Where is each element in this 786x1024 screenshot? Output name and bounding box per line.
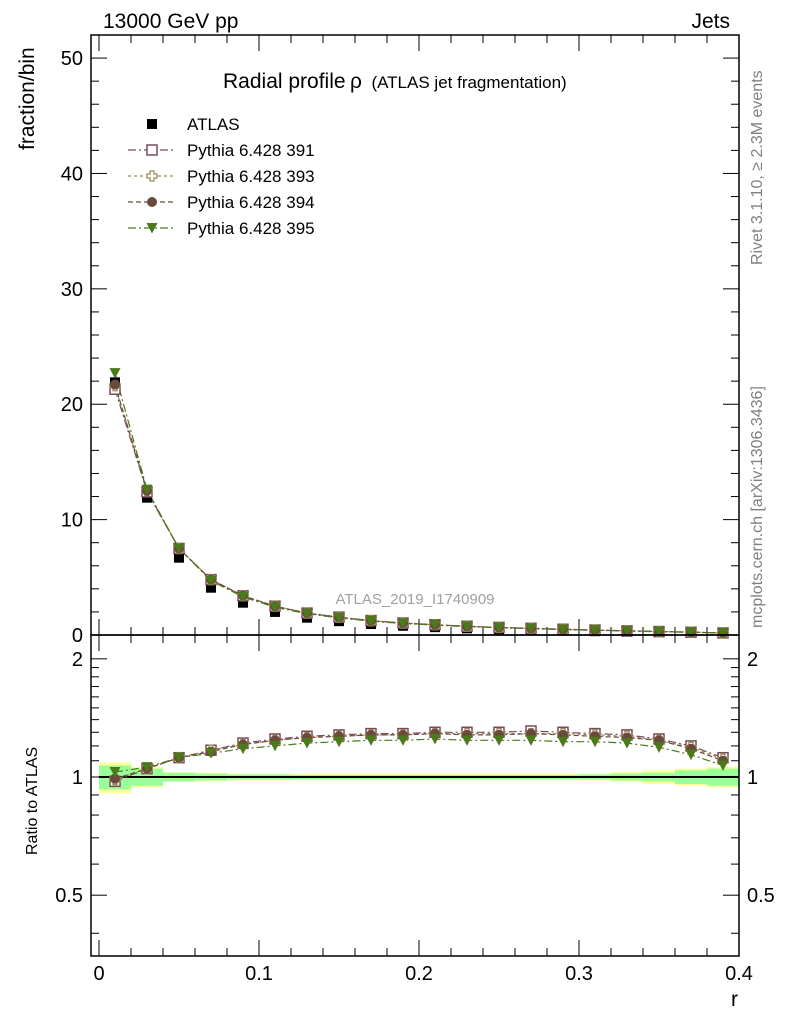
ratio-point bbox=[461, 735, 473, 746]
y-axis-label: fraction/bin bbox=[16, 47, 39, 150]
series-point bbox=[173, 543, 185, 554]
legend-marker bbox=[146, 170, 158, 182]
rivet-label: Rivet 3.1.10, ≥ 2.3M events bbox=[749, 70, 766, 265]
ratio-y-axis-label: Ratio to ATLAS bbox=[24, 747, 41, 855]
series-point bbox=[365, 616, 377, 627]
ratio-point bbox=[397, 735, 409, 746]
y-tick-label: 10 bbox=[61, 510, 83, 532]
ratio-point bbox=[493, 735, 505, 746]
y-tick-label: 50 bbox=[61, 48, 83, 70]
ratio-point bbox=[141, 762, 153, 773]
x-tick-label: 0.2 bbox=[405, 963, 433, 985]
ratio-point bbox=[685, 749, 697, 761]
legend-marker bbox=[147, 197, 157, 207]
series-point bbox=[269, 602, 281, 613]
ratio-point bbox=[333, 736, 345, 748]
series-point bbox=[493, 622, 505, 634]
mcplots-label: mcplots.cern.ch [arXiv:1306.3436] bbox=[749, 386, 766, 628]
x-axis-label: r bbox=[731, 988, 738, 1011]
ratio-y-tick-label-right: 0.5 bbox=[747, 885, 775, 907]
ratio-point bbox=[717, 760, 729, 771]
series-point bbox=[621, 625, 633, 637]
legend-label: Pythia 6.428 391 bbox=[187, 141, 315, 160]
x-tick-label: 0.3 bbox=[565, 963, 593, 985]
series-point bbox=[717, 628, 729, 639]
ratio-point bbox=[557, 736, 569, 748]
y-tick-label: 20 bbox=[61, 394, 83, 416]
series-point bbox=[141, 484, 153, 496]
ratio-point bbox=[205, 748, 217, 759]
data-point bbox=[142, 492, 152, 503]
legend-label: Pythia 6.428 393 bbox=[187, 167, 315, 186]
ratio-point bbox=[621, 738, 633, 749]
series-point bbox=[110, 379, 120, 390]
legend-label: Pythia 6.428 394 bbox=[187, 193, 315, 212]
ratio-point bbox=[365, 735, 377, 746]
ratio-point bbox=[269, 740, 281, 752]
series-point bbox=[301, 608, 313, 620]
y-tick-label: 30 bbox=[61, 279, 83, 301]
series-point bbox=[525, 623, 537, 635]
ratio-point bbox=[301, 738, 313, 749]
ratio-point bbox=[429, 733, 441, 745]
legend-marker bbox=[146, 223, 158, 234]
title-main: Radial profile bbox=[223, 70, 346, 93]
y-tick-label: 40 bbox=[61, 163, 83, 185]
main-panel: 0 10 20 30 40 50 bbox=[61, 34, 740, 647]
series-point bbox=[653, 626, 665, 638]
legend-marker bbox=[146, 144, 158, 156]
ratio-point bbox=[525, 735, 537, 746]
ratio-point bbox=[110, 773, 120, 784]
ratio-point bbox=[109, 766, 121, 778]
series-point bbox=[461, 621, 473, 633]
header-left: 13000 GeV pp bbox=[103, 10, 238, 33]
ratio-y-tick-label-right: 2 bbox=[747, 649, 758, 671]
x-tick-label: 0 bbox=[93, 963, 104, 985]
chart-title: Radial profile ρ (ATLAS jet fragmentatio… bbox=[223, 70, 567, 93]
series-point bbox=[237, 591, 249, 603]
title-symbol: ρ bbox=[350, 70, 362, 93]
ratio-y-tick-label: 0.5 bbox=[55, 885, 83, 907]
legend-marker bbox=[147, 119, 157, 129]
ratio-point bbox=[589, 736, 601, 748]
series-point bbox=[589, 625, 601, 636]
ratio-y-tick-label: 1 bbox=[72, 767, 83, 789]
ratio-panel: 0.5 0.5 1 1 2 2 bbox=[55, 634, 775, 957]
data-point bbox=[238, 597, 248, 608]
ratio-point bbox=[173, 752, 185, 764]
ratio-point bbox=[653, 742, 665, 753]
header-right: Jets bbox=[691, 10, 730, 33]
legend-label: Pythia 6.428 395 bbox=[187, 219, 315, 238]
ratio-point bbox=[237, 743, 249, 755]
ratio-y-tick-label: 2 bbox=[72, 649, 83, 671]
series-point bbox=[109, 368, 121, 379]
series-point bbox=[205, 575, 217, 587]
series-point bbox=[333, 612, 345, 624]
analysis-label: ATLAS_2019_I1740909 bbox=[335, 591, 494, 608]
series-point bbox=[397, 618, 409, 629]
data-point bbox=[174, 552, 184, 563]
legend-label: ATLAS bbox=[187, 115, 240, 134]
y-tick-label: 0 bbox=[72, 625, 83, 647]
ratio-y-tick-label-right: 1 bbox=[747, 767, 758, 789]
x-tick-label: 0.1 bbox=[245, 963, 273, 985]
series-point bbox=[557, 624, 569, 636]
series-point bbox=[429, 620, 441, 631]
legend: ATLAS Pythia 6.428 391 Pythia 6.428 393 Pyt… bbox=[128, 115, 315, 238]
title-sub: (ATLAS jet fragmentation) bbox=[371, 73, 566, 92]
ratio-frame bbox=[90, 634, 740, 957]
data-point bbox=[206, 582, 216, 593]
series-point bbox=[685, 627, 697, 638]
x-tick-label: 0.4 bbox=[725, 963, 753, 985]
